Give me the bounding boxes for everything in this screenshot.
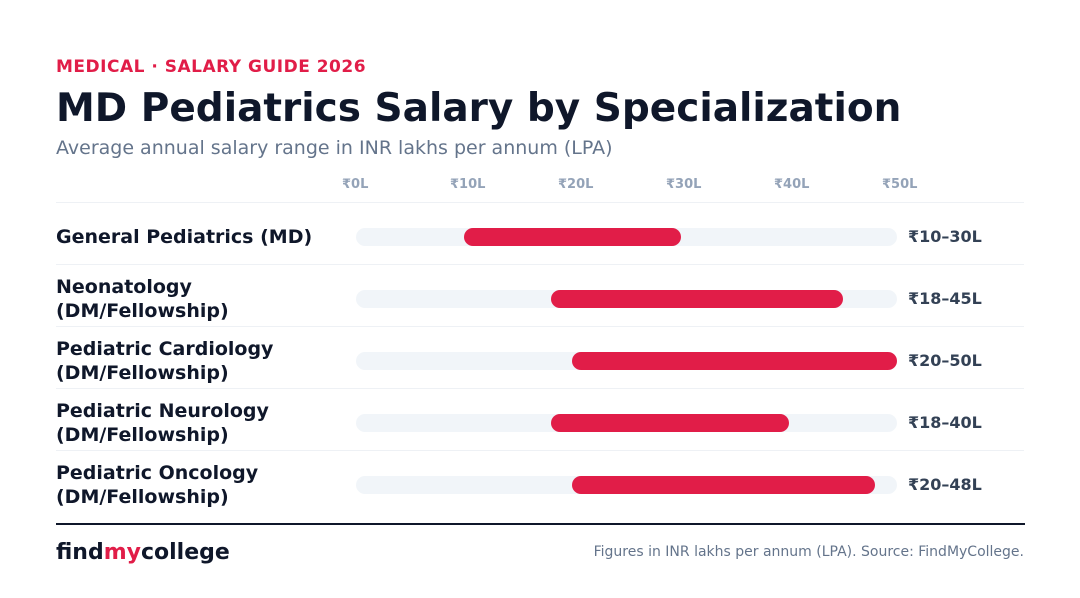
category-label: General Pediatrics (MD) [56, 225, 312, 249]
brand-accent: my [103, 540, 141, 565]
range-bar [572, 476, 876, 494]
brand-suffix: college [140, 540, 230, 565]
category-label-line: (DM/Fellowship) [56, 424, 229, 446]
category-label-line: Neonatology [56, 276, 192, 298]
row-divider [56, 450, 1024, 451]
x-tick-label: ₹20L [558, 177, 594, 192]
category-label: Pediatric Oncology (DM/Fellowship) [56, 461, 258, 509]
category-label-line: (DM/Fellowship) [56, 300, 229, 322]
value-label: ₹18–40L [908, 413, 982, 432]
category-label-line: (DM/Fellowship) [56, 486, 229, 508]
x-tick-label: ₹40L [774, 177, 810, 192]
chart-title: MD Pediatrics Salary by Specialization [56, 86, 902, 131]
category-label: Neonatology (DM/Fellowship) [56, 275, 229, 323]
value-label: ₹10–30L [908, 227, 982, 246]
range-bar [550, 290, 843, 308]
x-tick-label: ₹0L [342, 177, 369, 192]
category-label-line: (DM/Fellowship) [56, 362, 229, 384]
row-divider [56, 326, 1024, 327]
row-divider [56, 264, 1024, 265]
brand-logo[interactable]: findmycollege [56, 540, 230, 565]
category-label: Pediatric Neurology (DM/Fellowship) [56, 399, 269, 447]
chart-subtitle: Average annual salary range in INR lakhs… [56, 137, 613, 159]
range-bar [464, 228, 681, 246]
value-label: ₹20–50L [908, 351, 982, 370]
eyebrow-label: MEDICAL · SALARY GUIDE 2026 [56, 57, 367, 77]
category-label-line: Pediatric Neurology [56, 400, 269, 422]
x-tick-label: ₹50L [882, 177, 918, 192]
x-tick-label: ₹30L [666, 177, 702, 192]
category-label-line: General Pediatrics (MD) [56, 226, 313, 248]
row-divider [56, 202, 1024, 203]
category-label-line: Pediatric Oncology [56, 462, 259, 484]
range-bar [550, 414, 789, 432]
category-label-line: Pediatric Cardiology [56, 338, 274, 360]
brand-prefix: find [56, 540, 104, 565]
value-label: ₹20–48L [908, 475, 982, 494]
value-label: ₹18–45L [908, 289, 982, 308]
x-tick-label: ₹10L [450, 177, 486, 192]
category-label: Pediatric Cardiology (DM/Fellowship) [56, 337, 273, 385]
footer-divider [56, 523, 1025, 525]
source-note: Figures in INR lakhs per annum (LPA). So… [593, 544, 1024, 560]
range-bar [572, 352, 897, 370]
row-divider [56, 388, 1024, 389]
